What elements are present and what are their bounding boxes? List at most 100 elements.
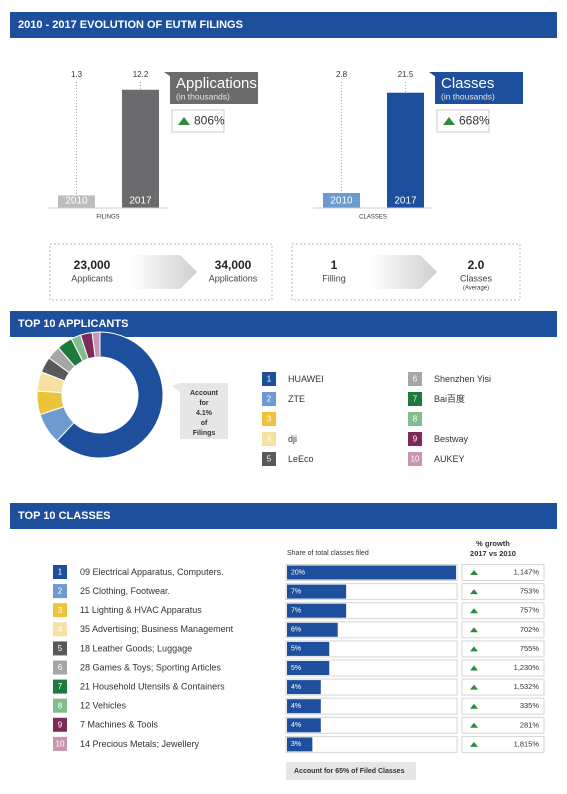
value-label: 4% (291, 722, 301, 729)
rank: 5 (58, 644, 63, 653)
growth-label: 702% (520, 625, 540, 634)
value-label: 7% (291, 608, 301, 615)
rank: 7 (58, 682, 63, 691)
x-axis-label: CLASSES (359, 215, 387, 221)
rank: 1 (58, 568, 63, 577)
category-label: 21 Household Utensils & Containers (80, 681, 225, 691)
label: Classes (441, 75, 494, 92)
legend-label: dji (288, 434, 297, 444)
growth-label: 1,230% (514, 663, 540, 672)
bar (287, 622, 338, 637)
growth-arrow (470, 646, 478, 652)
rank-box (53, 622, 67, 637)
growth-arrow (470, 684, 478, 690)
growth-box (461, 678, 545, 696)
legend-rank: 9 (413, 435, 418, 444)
value-label: 2.8 (336, 70, 348, 79)
growth-box (461, 564, 545, 581)
bar (287, 565, 456, 580)
bar-frame (285, 716, 458, 734)
summary-note: (Average) (463, 286, 489, 292)
growth-box (461, 583, 545, 601)
value-label: 7% (291, 588, 301, 595)
category-label: 18 Leather Goods; Luggage (80, 643, 192, 653)
legend-rank: 2 (267, 395, 272, 404)
growth-arrow (470, 703, 478, 709)
growth-label: 1,147% (514, 567, 540, 576)
header-title: TOP 10 CLASSES (18, 510, 111, 522)
donut-slice (56, 331, 164, 459)
header-title: 2010 - 2017 EVOLUTION OF EUTM FILINGS (18, 19, 243, 31)
legend-swatch (262, 392, 276, 406)
growth-box (461, 697, 545, 715)
value-label: 3% (291, 741, 301, 748)
legend-label: LeEco (288, 454, 314, 464)
legend-label: Shenzhen Yisi (434, 374, 491, 384)
value-label: 1.3 (71, 70, 83, 79)
legend-label: Bestway (434, 434, 469, 444)
value-label: 5% (291, 646, 301, 653)
arrow (132, 255, 197, 289)
legend-label: HUAWEI (288, 374, 324, 384)
summary-value: 23,000 (74, 258, 111, 272)
rank: 6 (58, 663, 63, 672)
note: of (201, 420, 208, 427)
x-tick-label: 2017 (394, 196, 417, 207)
rank-box (53, 603, 67, 618)
bar (122, 89, 159, 208)
bar-frame (285, 640, 458, 658)
legend-swatch (408, 452, 422, 466)
bar-frame (285, 621, 458, 639)
value-label: 4% (291, 703, 301, 710)
growth-title: % growth (476, 539, 510, 548)
bar (287, 680, 321, 695)
note: for (199, 400, 209, 407)
growth-arrow (470, 722, 478, 728)
category-label: 11 Lighting & HVAC Apparatus (80, 605, 202, 615)
rank-box (53, 660, 67, 675)
growth-box (461, 640, 545, 658)
bar (58, 195, 95, 208)
label: Applications (176, 75, 257, 92)
growth-box (461, 621, 545, 639)
value-label: 21.5 (398, 70, 414, 79)
growth-box (461, 602, 545, 620)
legend-rank: 1 (267, 375, 272, 384)
growth-box (461, 735, 545, 753)
header-bar (10, 12, 557, 38)
growth-label: 335% (520, 701, 540, 710)
value-title: Share of total classes filed (287, 550, 369, 557)
rank: 4 (58, 625, 63, 634)
growth-box (436, 109, 490, 133)
growth-title: 2017 vs 2010 (470, 549, 516, 558)
growth-arrow (470, 741, 478, 747)
header-title: TOP 10 APPLICANTS (18, 318, 128, 330)
bar (323, 192, 360, 208)
legend-label: AUKEY (434, 454, 465, 464)
bar-frame (285, 602, 458, 620)
growth-arrow (470, 665, 478, 671)
arrow (370, 255, 437, 289)
x-tick-label: 2010 (65, 196, 88, 207)
rank-box (53, 679, 67, 694)
growth-box (461, 659, 545, 677)
growth-label: 1,815% (514, 739, 540, 748)
note-notch (172, 383, 180, 392)
sublabel: (in thousands) (441, 91, 495, 101)
note: Account (190, 390, 219, 397)
growth-label: 755% (520, 644, 540, 653)
bar (287, 718, 321, 733)
legend-swatch (262, 412, 276, 426)
sublabel: (in thousands) (176, 91, 230, 101)
legend-swatch (408, 432, 422, 446)
legend-swatch (262, 432, 276, 446)
bar (287, 661, 330, 675)
value-label: 12.2 (133, 70, 149, 79)
x-tick-label: 2010 (330, 196, 353, 207)
legend-label: ZTE (288, 394, 305, 404)
bar-frame (285, 697, 458, 715)
bar (287, 603, 347, 618)
bar (287, 737, 313, 752)
